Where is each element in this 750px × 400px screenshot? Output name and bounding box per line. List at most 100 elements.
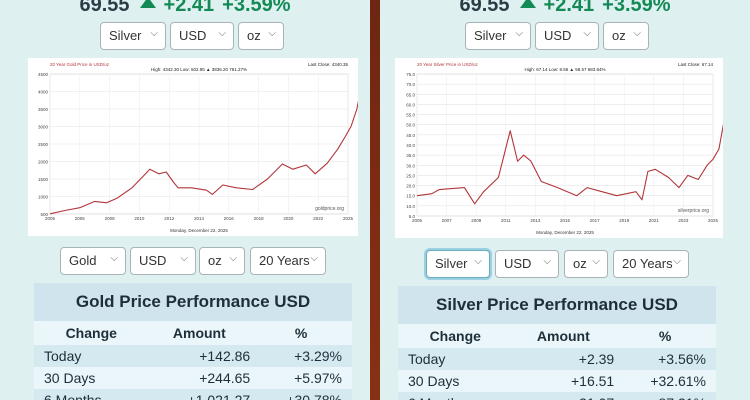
row-amount: +244.65 <box>199 370 251 386</box>
metal-select[interactable]: Gold ⌵ <box>60 247 126 275</box>
price-series-line <box>49 100 358 215</box>
x-tick-label: 2017 <box>590 218 601 223</box>
row-percent: +32.61% <box>650 373 706 389</box>
chart-stats: High: 67.14 Low: 8.56 ▲ 58.57 683.84% <box>524 67 605 72</box>
gold-price-chart: 500 1000 1500 2000 2500 3000 3500 4000 4500 2005 2… <box>28 58 358 236</box>
price-series-line <box>416 123 723 205</box>
row-label: 30 Days <box>408 373 460 389</box>
gold-chart-svg: 500 1000 1500 2000 2500 3000 3500 4000 4500 2005 2… <box>38 62 358 233</box>
price-change-percent: +3.59% <box>602 0 671 16</box>
chevron-down-icon: ⌵ <box>592 256 600 267</box>
performance-title: Silver Price Performance USD <box>398 286 716 324</box>
chart-date-caption: Monday, December 22, 2025 <box>536 230 594 235</box>
column-header: Change <box>65 325 117 341</box>
x-tick-label: 2019 <box>619 218 630 223</box>
chevron-down-icon: ⌵ <box>515 28 523 39</box>
up-arrow-icon <box>139 0 156 8</box>
row-percent: +5.97% <box>294 370 342 386</box>
row-label: Today <box>408 351 446 367</box>
row-label: 6 Months <box>398 392 512 400</box>
currency-select[interactable]: USD ⌵ <box>535 22 599 50</box>
table-row: 6 Months +1,021.27 +30.78% <box>34 389 352 400</box>
x-tick-label: 2011 <box>501 218 511 223</box>
y-tick-label: 40.0 <box>406 143 415 148</box>
y-tick-label: 35.0 <box>406 153 415 158</box>
chevron-down-icon: ⌵ <box>583 28 591 39</box>
chevron-down-icon: ⌵ <box>310 253 318 264</box>
up-arrow-icon <box>519 0 536 8</box>
column-header: Amount <box>172 325 226 341</box>
chart-title: 20 Year Silver Price in USD/oz <box>417 62 479 67</box>
unit-select[interactable]: oz ⌵ <box>564 250 608 278</box>
y-tick-label: 15.0 <box>406 194 415 199</box>
chevron-down-icon: ⌵ <box>268 28 276 39</box>
unit-select[interactable]: oz ⌵ <box>238 22 284 50</box>
y-tick-label: 25.0 <box>406 173 415 178</box>
x-tick-label: 2014 <box>194 216 205 221</box>
currency-select[interactable]: USD ⌵ <box>130 247 196 275</box>
y-tick-label: 5.0 <box>409 214 416 219</box>
chart-title: 20 Year Gold Price in USD/oz <box>50 62 110 67</box>
row-percent: +3.29% <box>294 348 342 364</box>
chart-date-caption: Monday, December 22, 2025 <box>170 228 228 233</box>
y-tick-label: 2000 <box>38 160 49 165</box>
column-header: % <box>658 328 672 344</box>
table-header-row: Change Amount % <box>398 324 716 348</box>
chevron-down-icon: ⌵ <box>633 28 641 39</box>
x-tick-label: 2010 <box>134 216 145 221</box>
y-tick-label: 65.0 <box>406 92 415 97</box>
x-tick-label: 2008 <box>105 216 116 221</box>
y-tick-label: 75.0 <box>406 72 415 77</box>
x-tick-label: 2018 <box>254 216 265 221</box>
currency-select[interactable]: USD ⌵ <box>170 22 234 50</box>
y-tick-label: 30.0 <box>406 163 415 168</box>
x-tick-label: 2012 <box>164 216 175 221</box>
current-price-line: 69.55 +2.41 +3.59% <box>0 0 370 17</box>
row-label: 30 Days <box>44 370 96 386</box>
x-tick-label: 2016 <box>224 216 235 221</box>
silver-panel: 69.55 +2.41 +3.59% Silver ⌵ USD ⌵ oz ⌵ 5.0 10.… <box>380 0 750 400</box>
x-tick-label: 2015 <box>560 218 571 223</box>
table-header-row: Change Amount % <box>34 321 352 345</box>
chevron-down-icon: ⌵ <box>474 256 482 267</box>
y-tick-label: 55.0 <box>406 113 415 118</box>
row-amount: +16.51 <box>571 373 615 389</box>
row-percent: +87.31% <box>614 392 716 400</box>
metal-select[interactable]: Silver ⌵ <box>465 22 531 50</box>
table-row: Today +142.86 +3.29% <box>34 345 352 367</box>
range-select[interactable]: 20 Years ⌵ <box>250 247 326 275</box>
chevron-down-icon: ⌵ <box>543 256 551 267</box>
x-tick-label: 2005 <box>412 218 423 223</box>
silver-price-chart: 5.0 10.0 15.0 20.0 25.0 30.0 35.0 40.0 45.0 50.0 5… <box>395 58 723 238</box>
x-tick-label: 2007 <box>442 218 453 223</box>
y-tick-label: 3500 <box>38 107 49 112</box>
current-price: 69.55 <box>459 0 510 16</box>
unit-select[interactable]: oz ⌵ <box>199 247 245 275</box>
unit-select[interactable]: oz ⌵ <box>603 22 649 50</box>
x-tick-label: 2021 <box>649 218 660 223</box>
row-amount: +1,021.27 <box>187 392 251 400</box>
last-close-label: Last Close: 67.14 <box>678 62 714 67</box>
gold-panel: 69.55 +2.41 +3.59% Silver ⌵ USD ⌵ oz ⌵ 500 100… <box>0 0 370 400</box>
metal-select[interactable]: Silver ⌵ <box>426 250 490 278</box>
performance-table: Gold Price Performance USD Change Amount… <box>34 283 352 400</box>
y-tick-label: 1500 <box>38 177 49 182</box>
row-amount: +142.86 <box>199 348 251 364</box>
row-percent: +3.56% <box>658 351 706 367</box>
x-tick-label: 2025 <box>708 218 719 223</box>
currency-select[interactable]: USD ⌵ <box>495 250 559 278</box>
metal-select[interactable]: Silver ⌵ <box>100 22 166 50</box>
chart-stats: High: 4342.30 Low: 502.95 ▲ 3836.20 761.… <box>151 67 247 72</box>
y-tick-label: 500 <box>40 212 48 217</box>
chevron-down-icon: ⌵ <box>218 28 226 39</box>
range-select[interactable]: 20 Years ⌵ <box>613 250 689 278</box>
y-tick-label: 45.0 <box>406 133 415 138</box>
chevron-down-icon: ⌵ <box>180 253 188 264</box>
chart-watermark: silverprice.org <box>678 208 709 214</box>
column-header: % <box>294 325 308 341</box>
row-label: 6 Months <box>44 392 102 400</box>
performance-table: Silver Price Performance USD Change Amou… <box>398 286 716 400</box>
x-tick-label: 2013 <box>530 218 541 223</box>
x-tick-label: 2006 <box>75 216 86 221</box>
performance-grid: Change Amount % Today +2.39 +3.56% 30 Da… <box>398 324 716 400</box>
